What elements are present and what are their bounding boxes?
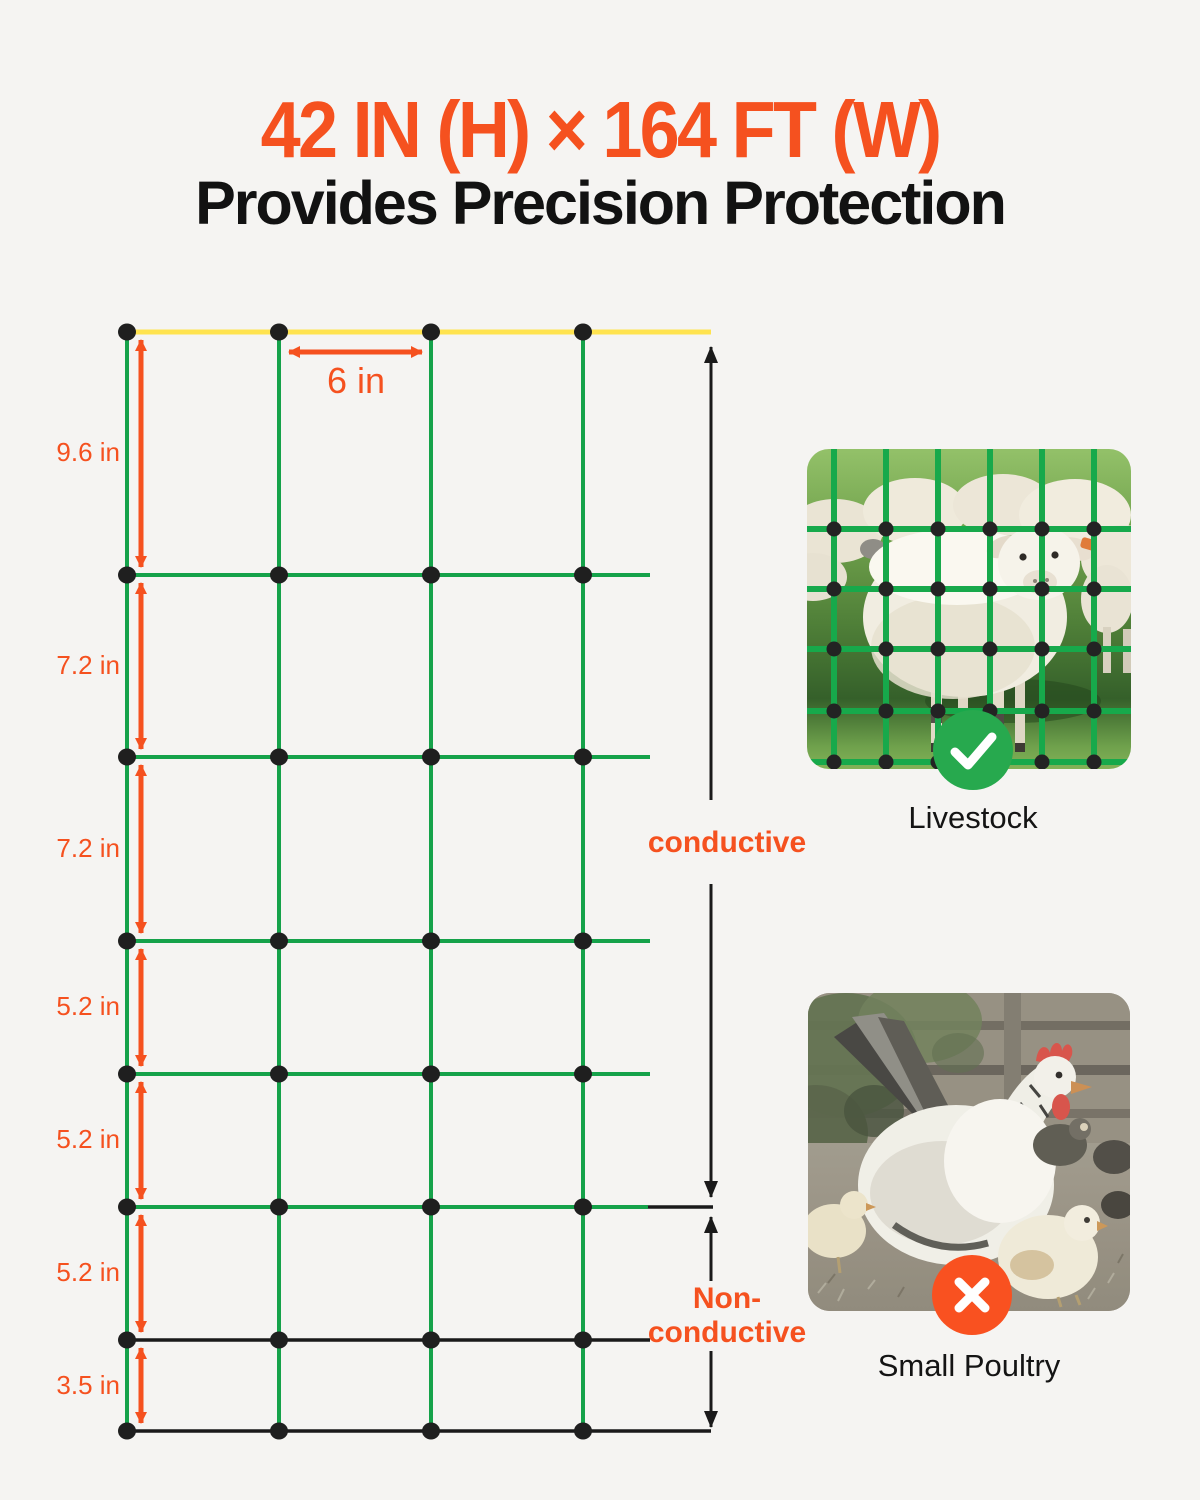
ground-texture — [817, 1253, 1124, 1302]
row-spacing-label-2: 7.2 in — [56, 650, 120, 680]
row-spacing-label-3: 7.2 in — [56, 833, 120, 863]
row-spacing-label-6: 5.2 in — [56, 1257, 120, 1287]
conductive-label: conductive — [647, 826, 807, 859]
page-title: 42 IN (H) × 164 FT (W) — [260, 85, 942, 174]
non-conductive-strands — [127, 1205, 713, 1433]
col-spacing-label: 6 in — [326, 360, 386, 401]
non-conductive-label: Non- conductive — [647, 1282, 807, 1349]
page-subtitle: Provides Precision Protection — [195, 169, 1007, 237]
row-spacing-label-1: 9.6 in — [56, 437, 120, 467]
conductive-strands — [127, 573, 650, 1209]
small-poultry-caption: Small Poultry — [877, 1348, 1061, 1383]
small-poultry-photo-card — [808, 993, 1130, 1311]
row-spacing-label-7: 3.5 in — [56, 1370, 120, 1400]
chicken-photo-illustration — [808, 993, 1130, 1311]
poultry-not-suitable-badge — [932, 1255, 1012, 1335]
hen — [834, 1013, 1092, 1295]
x-icon — [954, 1277, 990, 1313]
row-spacing-label-4: 5.2 in — [56, 991, 120, 1021]
chicks — [808, 1118, 1130, 1308]
row-spacing-label-5: 5.2 in — [56, 1124, 120, 1154]
vertical-strings — [125, 332, 585, 1431]
livestock-caption: Livestock — [908, 800, 1038, 835]
livestock-approved-badge — [933, 710, 1013, 790]
check-icon — [950, 732, 997, 770]
knot-dots — [118, 323, 592, 1440]
